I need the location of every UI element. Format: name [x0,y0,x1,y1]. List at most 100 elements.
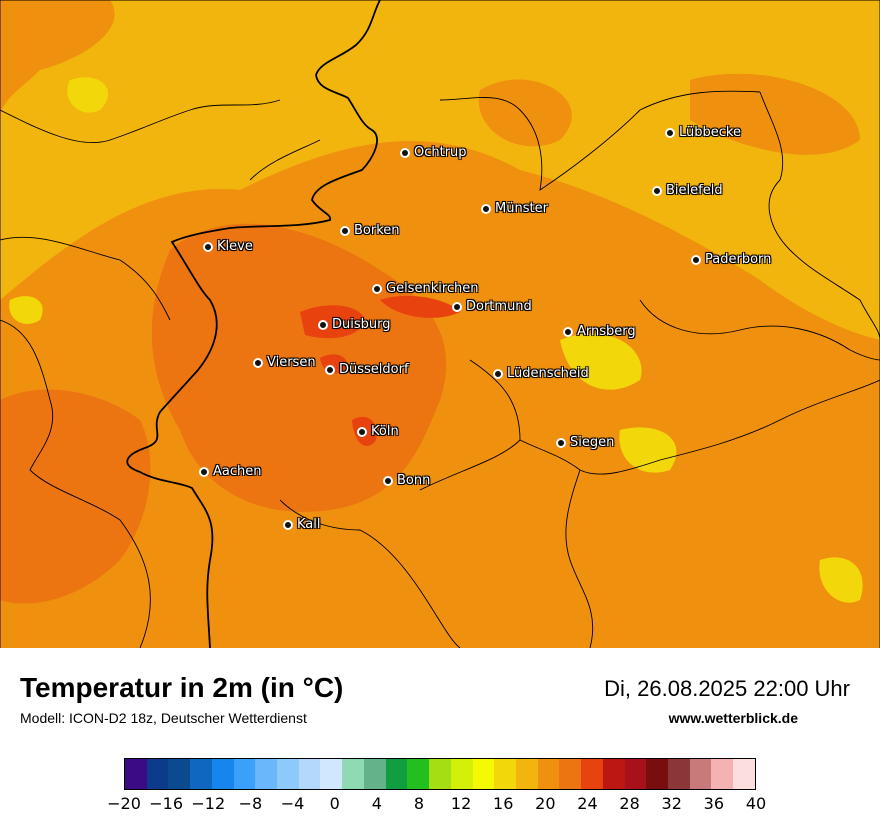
city-dot-icon [563,326,573,337]
legend-color-cell [342,759,364,789]
city-marker: Bielefeld [652,183,723,198]
city-marker: Arnsberg [563,324,636,339]
website-credit: www.wetterblick.de [668,710,798,726]
city-label: Münster [495,201,548,216]
city-marker: Düsseldorf [325,362,409,377]
city-label: Borken [354,223,400,238]
city-dot-icon [652,185,662,196]
legend-color-cell [125,759,147,789]
city-marker: Duisburg [318,317,391,332]
city-dot-icon [452,301,462,312]
city-dot-icon [283,519,293,530]
legend-tick-label: 32 [661,794,682,813]
city-marker: Kall [283,517,321,532]
legend-color-cell [429,759,451,789]
city-label: Düsseldorf [339,362,409,377]
legend-tick-label: 0 [329,794,340,813]
valid-datetime: Di, 26.08.2025 22:00 Uhr [604,676,850,701]
legend-tick-label: 16 [493,794,514,813]
city-label: Duisburg [332,317,391,332]
city-marker: Kleve [203,239,253,254]
legend-tick-label: 8 [413,794,425,813]
city-marker: Borken [340,223,400,238]
legend-tick-label: 28 [619,794,640,813]
temperature-field [0,0,880,648]
legend-tick-label: −4 [280,794,305,813]
city-marker: Ochtrup [400,145,467,160]
city-label: Gelsenkirchen [386,281,479,296]
legend-color-cell [559,759,582,789]
legend-color-cell [211,759,234,789]
city-dot-icon [340,225,350,236]
city-label: Kleve [217,239,253,254]
city-label: Arnsberg [577,324,636,339]
legend-color-cell [320,759,343,789]
legend-color-cell [450,759,473,789]
legend-tick-label: −20 [107,794,141,813]
city-dot-icon [325,364,335,375]
temperature-map: Lübbecke Ochtrup Bielefeld Münster Borken Kle… [0,0,880,648]
city-dot-icon [400,147,410,158]
city-marker: Paderborn [691,252,771,267]
city-label: Köln [371,424,399,439]
legend-color-cell [646,759,668,789]
legend-tick-label: 12 [450,794,472,813]
legend-tick-label: 36 [703,794,725,813]
legend-color-cell [537,759,560,789]
city-dot-icon [357,426,367,437]
city-marker: Dortmund [452,299,532,314]
city-label: Kall [297,517,321,532]
city-dot-icon [481,203,491,214]
legend-color-cell [407,759,430,789]
city-marker: Aachen [199,464,261,479]
legend-color-cell [146,759,169,789]
city-label: Dortmund [466,299,532,314]
city-dot-icon [493,368,503,379]
city-dot-icon [691,254,701,265]
legend-color-cell [233,759,256,789]
city-label: Lübbecke [679,125,741,140]
legend-tick-label: −12 [191,794,226,813]
city-marker: Viersen [253,355,316,370]
city-label: Bielefeld [666,183,723,198]
legend-tick-label: 24 [577,794,598,813]
legend-color-cell [190,759,212,789]
city-label: Siegen [570,435,615,450]
city-dot-icon [318,319,328,330]
city-marker: Lübbecke [665,125,741,140]
legend-color-cell [255,759,278,789]
model-source: Modell: ICON-D2 18z, Deutscher Wetterdie… [20,710,307,726]
legend-tick-label: −16 [149,794,184,813]
city-label: Lüdenscheid [507,366,589,381]
legend-tick-label: −8 [238,794,263,813]
city-dot-icon [665,127,675,138]
city-dot-icon [372,283,382,294]
city-marker: Gelsenkirchen [372,281,479,296]
color-legend [124,758,756,790]
legend-tick-label: 20 [535,794,556,813]
city-marker: Siegen [556,435,614,450]
legend-color-cell [515,759,538,789]
legend-color-cell [298,759,321,789]
legend-color-cell [711,759,734,789]
city-marker: Lüdenscheid [493,366,589,381]
city-marker: Bonn [383,473,430,488]
city-label: Ochtrup [414,145,467,160]
city-dot-icon [383,475,393,486]
legend-tick-label: 40 [745,794,767,813]
legend-color-cell [733,759,755,789]
map-footer: Temperatur in 2m (in °C) Modell: ICON-D2… [0,648,880,830]
city-dot-icon [199,466,209,477]
legend-color-cell [624,759,647,789]
legend-color-cell [581,759,603,789]
city-marker: Köln [357,424,399,439]
city-label: Paderborn [705,252,772,267]
legend-color-cell [168,759,191,789]
legend-color-cell [363,759,386,789]
city-dot-icon [203,241,213,252]
legend-color-cell [472,759,495,789]
legend-color-cell [689,759,712,789]
legend-tick-label: 4 [371,794,382,813]
legend-ticks: −20 −16 −12 −8 −4 0 4 8 12 16 20 24 28 32 36 40 [107,792,766,822]
city-dot-icon [253,357,263,368]
